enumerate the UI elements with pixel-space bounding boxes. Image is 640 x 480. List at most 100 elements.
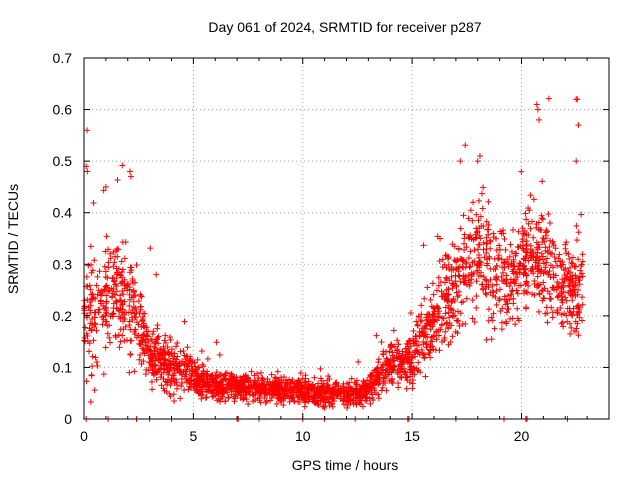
data-point [257, 399, 264, 406]
data-point [463, 244, 470, 251]
data-point [268, 371, 275, 378]
x-axis-label: GPS time / hours [292, 457, 399, 473]
data-point [145, 338, 152, 345]
data-point [213, 380, 220, 387]
data-point [299, 375, 306, 382]
data-point [151, 352, 158, 359]
data-point [488, 336, 495, 343]
data-point [556, 251, 563, 258]
data-point [92, 321, 99, 328]
data-point [89, 363, 96, 370]
data-point [130, 289, 137, 296]
data-point [126, 369, 133, 376]
data-point [508, 261, 515, 268]
data-point [111, 291, 118, 298]
data-point [234, 390, 241, 397]
data-point [277, 394, 284, 401]
peak-point [533, 101, 540, 108]
data-point [410, 351, 417, 358]
data-point [231, 398, 238, 405]
data-point [258, 369, 265, 376]
data-point [518, 168, 525, 175]
data-point [575, 286, 582, 293]
data-point [442, 252, 449, 259]
data-point [411, 371, 418, 378]
data-point [94, 291, 101, 298]
data-point [107, 250, 114, 257]
data-point [396, 374, 403, 381]
peak-point [153, 271, 160, 278]
peak-point [457, 158, 464, 165]
data-point [498, 319, 505, 326]
data-point [544, 319, 551, 326]
data-point [256, 381, 263, 388]
data-point [512, 270, 519, 277]
data-point [222, 398, 229, 405]
data-point [157, 365, 164, 372]
data-point [475, 197, 482, 204]
data-point [166, 368, 173, 375]
data-point [445, 302, 452, 309]
data-point [87, 286, 94, 293]
data-point [533, 224, 540, 231]
data-point [515, 228, 522, 235]
data-point [450, 282, 457, 289]
data-point [368, 372, 375, 379]
data-point [579, 294, 586, 301]
data-point [427, 343, 434, 350]
data-point [451, 243, 458, 250]
data-point [544, 228, 551, 235]
data-point [498, 273, 505, 280]
data-point [103, 292, 110, 299]
data-point [568, 259, 575, 266]
data-point [280, 402, 287, 409]
data-point [103, 233, 110, 240]
data-point [331, 386, 338, 393]
data-point [438, 338, 445, 345]
data-point [458, 256, 465, 263]
peak-point [128, 173, 135, 180]
data-point [167, 336, 174, 343]
data-point [507, 291, 514, 298]
data-point [275, 381, 282, 388]
data-point [337, 387, 344, 394]
data-point [567, 309, 574, 316]
y-tick-label: 0.3 [53, 256, 73, 272]
data-point [91, 387, 98, 394]
data-point [578, 262, 585, 269]
data-point [511, 262, 518, 269]
data-point [545, 211, 552, 218]
data-point [155, 340, 162, 347]
data-point [121, 316, 128, 323]
data-point [157, 374, 164, 381]
data-point [451, 312, 458, 319]
data-point [538, 212, 545, 219]
data-point [483, 234, 490, 241]
data-point [81, 297, 88, 304]
data-point [528, 290, 535, 297]
data-point [100, 371, 107, 378]
data-point [206, 378, 213, 385]
data-point [341, 401, 348, 408]
data-point [446, 277, 453, 284]
data-point [88, 291, 95, 298]
data-point [390, 327, 397, 334]
data-point [162, 332, 169, 339]
data-point [385, 360, 392, 367]
data-point [273, 388, 280, 395]
data-point [373, 366, 380, 373]
data-point [484, 260, 491, 267]
data-point [421, 324, 428, 331]
data-point [245, 400, 252, 407]
data-point [501, 293, 508, 300]
data-point [93, 359, 100, 366]
data-point [527, 254, 534, 261]
data-point [301, 379, 308, 386]
data-point [140, 346, 147, 353]
data-point [216, 351, 223, 358]
data-point [153, 376, 160, 383]
data-point [557, 258, 564, 265]
data-point [203, 394, 210, 401]
data-point [475, 254, 482, 261]
data-point [115, 265, 122, 272]
